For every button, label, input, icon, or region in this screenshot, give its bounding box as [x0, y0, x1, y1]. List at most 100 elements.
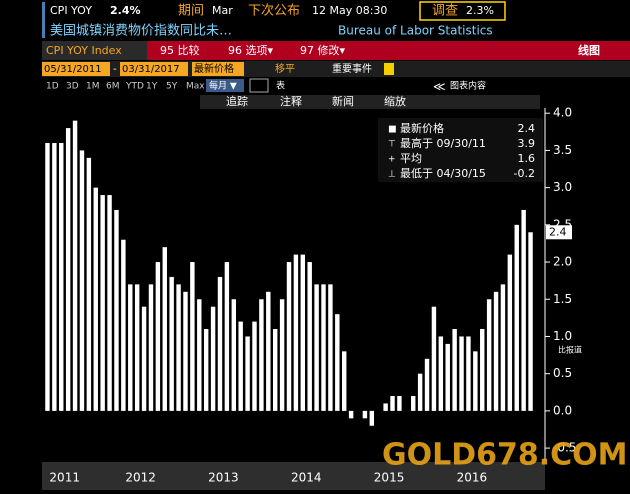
- bar: [45, 142, 50, 411]
- y-tick-label: 3.5: [553, 143, 572, 157]
- bar: [190, 262, 195, 411]
- range-button[interactable]: 5Y: [166, 82, 178, 92]
- info-icon[interactable]: [384, 63, 394, 75]
- bar: [155, 262, 161, 411]
- bar: [369, 410, 375, 426]
- bar: [390, 396, 395, 411]
- survey: 2.3%: [466, 4, 494, 17]
- bar: [203, 329, 209, 411]
- x-tick-label: 2015: [374, 471, 405, 485]
- accent: [42, 2, 45, 38]
- field[interactable]: 最新价格: [194, 62, 234, 75]
- news[interactable]: 新闻: [332, 94, 354, 108]
- collapse[interactable]: ≪: [433, 80, 446, 94]
- bar: [507, 254, 513, 411]
- legend-glyph: ⊤: [388, 140, 396, 150]
- bar: [348, 410, 354, 419]
- start-date[interactable]: 05/31/2011: [44, 64, 102, 75]
- range-button[interactable]: 1D: [46, 82, 59, 92]
- bar: [383, 403, 388, 411]
- ticker: CPI YOY: [50, 4, 92, 17]
- y-tick-label: -0.5: [553, 441, 576, 455]
- next-label: 下次公布: [248, 3, 300, 19]
- legend-glyph: ■: [388, 125, 397, 135]
- bar: [245, 336, 250, 411]
- bar: [321, 284, 326, 411]
- start-date-box: [42, 62, 110, 76]
- bar: [521, 209, 526, 411]
- moving-avg[interactable]: 移平: [275, 62, 295, 75]
- source: Bureau of Labor Statistics: [338, 24, 493, 38]
- security-field-text[interactable]: CPI YOY Index: [46, 44, 122, 57]
- bar: [500, 284, 506, 411]
- bar: [93, 187, 98, 411]
- y-tick-label: 4.0: [553, 106, 572, 120]
- range-button[interactable]: 1M: [86, 82, 100, 92]
- track[interactable]: 追踪: [226, 94, 248, 108]
- menu-bar: [42, 41, 630, 60]
- range-button[interactable]: 6M: [106, 82, 120, 92]
- bar: [121, 239, 126, 411]
- legend-label: 最低于 04/30/15: [400, 167, 486, 180]
- y-tick-label: 0.5: [553, 366, 572, 380]
- bar: [107, 195, 112, 411]
- range-button[interactable]: 3D: [66, 82, 79, 92]
- bar: [473, 351, 478, 411]
- line-icon[interactable]: [249, 78, 269, 93]
- bar: [59, 142, 64, 411]
- bar: [286, 262, 292, 411]
- chart-contents[interactable]: 图表内容: [450, 80, 486, 92]
- legend-value: 3.9: [518, 137, 536, 150]
- legend-glyph: ⊥: [388, 170, 396, 180]
- bar: [314, 284, 319, 411]
- modify[interactable]: 97 修改▾: [300, 43, 345, 57]
- legend-label: 平均: [400, 152, 422, 165]
- bar: [176, 284, 181, 411]
- y-tick-label: 2.0: [553, 255, 572, 269]
- table[interactable]: 表: [276, 80, 285, 92]
- bar: [128, 284, 133, 411]
- bar: [438, 336, 444, 411]
- range-buttons: 1D 3D 1M 6M YTD 1Y 5Y Max: [46, 82, 205, 92]
- bar: [79, 150, 85, 411]
- zoom[interactable]: 缩放: [384, 94, 406, 108]
- watermark: GOLD678.COM: [382, 438, 628, 473]
- annotate[interactable]: 注释: [280, 94, 302, 108]
- range-button[interactable]: YTD: [125, 82, 144, 92]
- y-tick-label: 0.0: [553, 403, 572, 417]
- range-button[interactable]: Max: [186, 82, 205, 92]
- end-date-box: [120, 62, 188, 76]
- bar: [272, 329, 278, 411]
- bar: [424, 358, 430, 411]
- bar: [411, 396, 416, 411]
- bar: [493, 291, 499, 411]
- end-date[interactable]: 03/31/2017: [122, 64, 180, 75]
- field-box: [192, 62, 244, 76]
- bar: [293, 254, 299, 411]
- frequency[interactable]: 每月 ▼: [209, 80, 237, 92]
- x-tick-label: 2012: [125, 471, 156, 485]
- view[interactable]: 线图: [578, 43, 600, 57]
- legend-value: 1.6: [518, 152, 536, 165]
- bar: [300, 254, 306, 411]
- tool-bar: [200, 95, 540, 109]
- events[interactable]: 重要事件: [332, 62, 372, 75]
- bar: [183, 291, 188, 411]
- bar: [514, 224, 519, 411]
- bar: [459, 336, 464, 411]
- bar: [217, 276, 223, 411]
- range-button[interactable]: 1Y: [146, 82, 158, 92]
- compare[interactable]: 95 比较: [160, 43, 200, 57]
- bar: [342, 351, 347, 411]
- bar: [486, 299, 492, 411]
- last: 2.4%: [110, 4, 141, 17]
- last-price-label: 2.4: [549, 225, 567, 238]
- x-tick-label: 2013: [208, 471, 239, 485]
- year-axis: [42, 462, 545, 490]
- legend-label: 最新价格: [400, 121, 444, 135]
- bar: [231, 299, 236, 411]
- y-tick-label: 1.5: [553, 292, 572, 306]
- bar: [252, 321, 257, 411]
- options[interactable]: 96 选项▾: [228, 44, 273, 57]
